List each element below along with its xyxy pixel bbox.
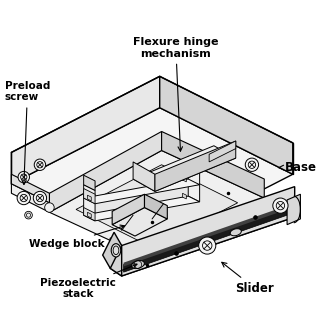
Polygon shape (49, 132, 162, 212)
Polygon shape (182, 176, 186, 182)
Polygon shape (84, 175, 95, 190)
Text: Wedge block: Wedge block (28, 225, 124, 249)
Circle shape (17, 191, 30, 205)
Polygon shape (188, 166, 200, 202)
Text: Slider: Slider (222, 262, 274, 295)
Polygon shape (124, 207, 290, 272)
Polygon shape (209, 141, 236, 162)
Circle shape (25, 211, 32, 219)
Polygon shape (122, 187, 295, 276)
Text: Base: Base (279, 161, 317, 174)
Polygon shape (110, 238, 122, 276)
Ellipse shape (111, 244, 121, 257)
Polygon shape (133, 146, 236, 191)
Text: Flexure hinge
mechanism: Flexure hinge mechanism (133, 37, 219, 151)
Polygon shape (112, 194, 145, 225)
Polygon shape (112, 208, 167, 236)
Text: Preload
screw: Preload screw (5, 81, 50, 185)
Circle shape (45, 203, 54, 212)
Polygon shape (84, 188, 95, 204)
Polygon shape (155, 141, 236, 191)
Circle shape (273, 198, 288, 213)
Polygon shape (84, 196, 200, 221)
Polygon shape (160, 76, 293, 174)
Polygon shape (133, 162, 155, 191)
Circle shape (245, 158, 259, 172)
Polygon shape (76, 165, 238, 247)
Circle shape (199, 237, 216, 254)
Polygon shape (87, 212, 91, 218)
Polygon shape (188, 156, 200, 172)
Polygon shape (87, 195, 91, 201)
Ellipse shape (131, 260, 144, 268)
Polygon shape (162, 132, 264, 198)
Polygon shape (182, 193, 186, 199)
Polygon shape (84, 179, 200, 204)
Text: Piezoelectric
stack: Piezoelectric stack (40, 264, 137, 299)
Circle shape (33, 191, 47, 205)
Polygon shape (84, 185, 95, 221)
Polygon shape (12, 108, 293, 250)
Polygon shape (12, 76, 160, 184)
Polygon shape (49, 150, 264, 260)
Polygon shape (124, 205, 290, 267)
Circle shape (18, 172, 29, 183)
Polygon shape (145, 194, 167, 219)
Polygon shape (12, 174, 49, 203)
Ellipse shape (230, 229, 241, 236)
Polygon shape (12, 184, 49, 212)
Polygon shape (110, 209, 295, 276)
Polygon shape (287, 194, 300, 225)
Polygon shape (103, 232, 122, 268)
Circle shape (34, 159, 46, 171)
Polygon shape (84, 208, 95, 221)
